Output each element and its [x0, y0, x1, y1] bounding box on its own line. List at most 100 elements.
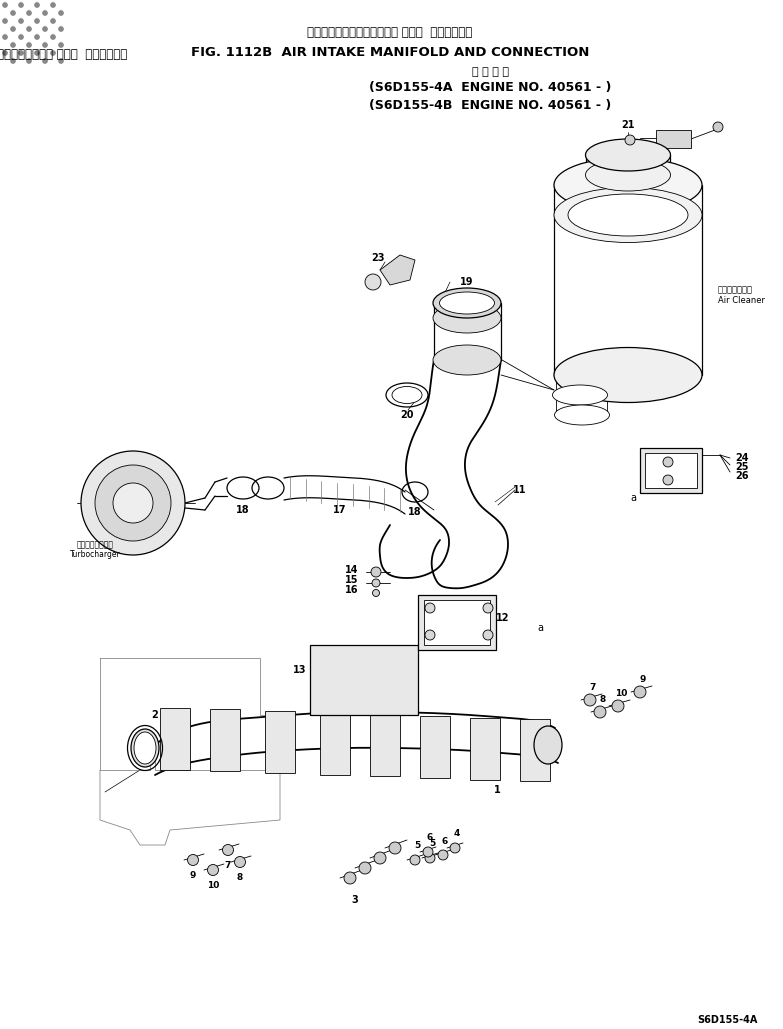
Ellipse shape	[134, 732, 156, 764]
Text: 12: 12	[496, 613, 510, 623]
Circle shape	[19, 19, 23, 24]
Circle shape	[50, 50, 56, 56]
Ellipse shape	[568, 194, 688, 236]
Bar	[520, 719, 550, 781]
Text: a: a	[630, 493, 636, 503]
Text: 5: 5	[414, 842, 420, 851]
Circle shape	[59, 27, 63, 32]
Text: FIG. 1112B  AIR INTAKE MANIFOLD AND CONNECTION: FIG. 1112B AIR INTAKE MANIFOLD AND CONNE…	[191, 45, 589, 59]
Text: 2: 2	[152, 710, 158, 720]
Bar	[160, 708, 190, 770]
Text: 18: 18	[236, 505, 250, 514]
Ellipse shape	[534, 726, 562, 764]
Ellipse shape	[433, 288, 501, 318]
Ellipse shape	[433, 345, 501, 375]
Bar	[645, 453, 697, 488]
Circle shape	[594, 706, 606, 718]
Bar	[370, 714, 400, 777]
Circle shape	[10, 59, 16, 64]
Text: 5: 5	[429, 840, 435, 849]
Circle shape	[423, 847, 433, 857]
Ellipse shape	[553, 385, 608, 405]
Circle shape	[365, 274, 381, 290]
Text: 9: 9	[189, 871, 197, 880]
Bar	[656, 130, 691, 148]
Text: 23: 23	[371, 253, 384, 263]
Circle shape	[50, 19, 56, 24]
Text: ターボチャージャ
Turbocharger: ターボチャージャ Turbocharger	[70, 540, 121, 560]
Circle shape	[81, 451, 185, 555]
Text: 15: 15	[345, 575, 358, 586]
Circle shape	[2, 50, 8, 56]
Ellipse shape	[131, 729, 159, 767]
Circle shape	[625, 135, 635, 145]
Text: 3: 3	[352, 895, 359, 904]
Circle shape	[19, 50, 23, 56]
Text: 6: 6	[427, 833, 433, 843]
Circle shape	[10, 27, 16, 32]
Circle shape	[50, 35, 56, 39]
Ellipse shape	[554, 405, 609, 425]
Text: 8: 8	[237, 873, 244, 882]
Circle shape	[27, 10, 31, 15]
Circle shape	[663, 475, 673, 485]
Circle shape	[10, 10, 16, 15]
Text: 適 用 号 機: 適 用 号 機	[471, 67, 508, 77]
Circle shape	[10, 42, 16, 47]
Text: エアーインテークマニホルド および  コネクション: エアーインテークマニホルド および コネクション	[308, 26, 473, 38]
Text: 26: 26	[735, 471, 749, 481]
Circle shape	[50, 2, 56, 7]
Ellipse shape	[554, 157, 702, 213]
Bar	[420, 716, 450, 778]
Circle shape	[425, 630, 435, 640]
Circle shape	[34, 19, 39, 24]
Circle shape	[373, 590, 380, 597]
Text: 4: 4	[454, 829, 460, 839]
Circle shape	[34, 50, 39, 56]
Circle shape	[27, 27, 31, 32]
Circle shape	[634, 686, 646, 698]
Circle shape	[42, 10, 48, 15]
Circle shape	[2, 35, 8, 39]
Text: 7: 7	[225, 860, 231, 870]
Text: 16: 16	[345, 586, 358, 595]
Circle shape	[113, 483, 153, 523]
Circle shape	[483, 630, 493, 640]
Circle shape	[438, 850, 448, 860]
Bar	[265, 711, 295, 773]
Text: 9: 9	[640, 675, 646, 684]
Text: 10: 10	[615, 689, 627, 699]
Circle shape	[222, 845, 233, 855]
Circle shape	[207, 864, 218, 876]
Circle shape	[42, 59, 48, 64]
Bar	[424, 600, 490, 645]
Circle shape	[713, 122, 723, 132]
Text: 25: 25	[735, 462, 749, 472]
Text: エアークリーナ
Air Cleaner: エアークリーナ Air Cleaner	[718, 285, 765, 305]
Circle shape	[425, 603, 435, 613]
Text: 14: 14	[345, 565, 358, 575]
Text: 6: 6	[442, 837, 448, 846]
Circle shape	[425, 853, 435, 863]
Circle shape	[359, 862, 371, 874]
Polygon shape	[310, 645, 418, 715]
Circle shape	[187, 854, 199, 865]
Circle shape	[59, 10, 63, 15]
Text: S6D155-4A: S6D155-4A	[698, 1015, 758, 1025]
Text: 24: 24	[735, 453, 749, 463]
Circle shape	[59, 42, 63, 47]
Polygon shape	[380, 255, 415, 285]
Ellipse shape	[392, 387, 422, 403]
Text: 10: 10	[207, 881, 219, 889]
Text: a: a	[537, 623, 543, 633]
Text: 21: 21	[621, 120, 635, 130]
Circle shape	[371, 567, 381, 577]
Circle shape	[19, 35, 23, 39]
Circle shape	[663, 457, 673, 467]
Circle shape	[2, 2, 8, 7]
Bar	[418, 595, 496, 650]
Text: 8: 8	[600, 696, 606, 705]
Circle shape	[584, 694, 596, 706]
Ellipse shape	[586, 139, 670, 171]
Circle shape	[42, 27, 48, 32]
